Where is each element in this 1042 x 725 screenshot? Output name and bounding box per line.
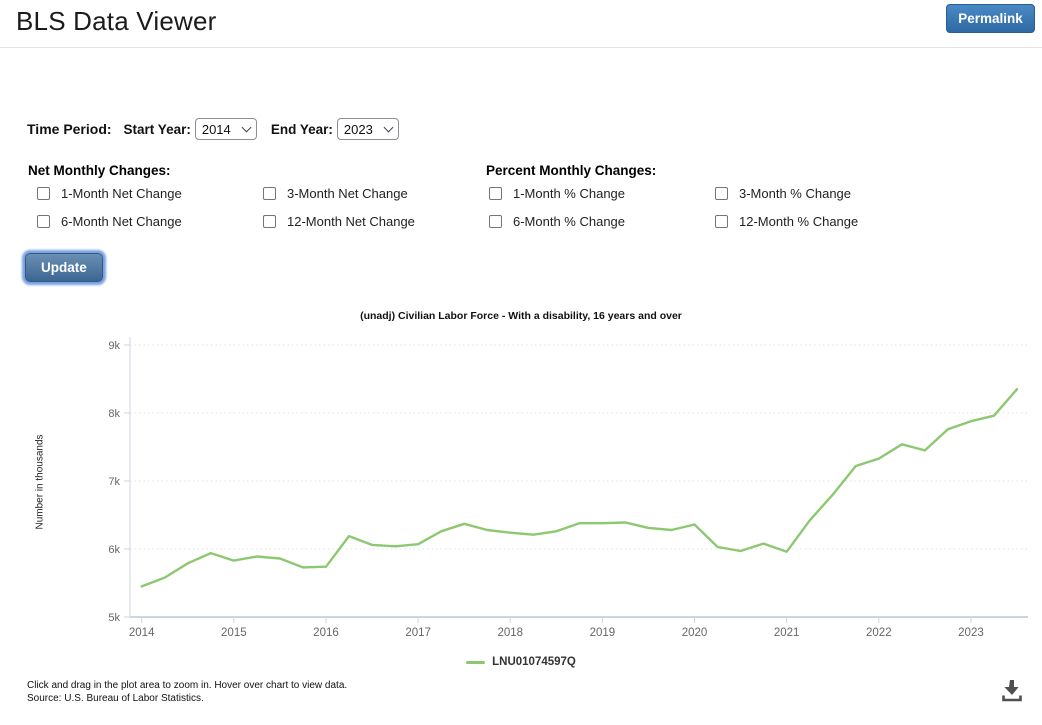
header-divider (0, 47, 1042, 48)
checkbox-label-6-month-change: 6-Month % Change (513, 214, 626, 229)
checkbox-1-month-net-change[interactable] (37, 187, 50, 200)
checkbox-item-6-month-change[interactable]: 6-Month % Change (489, 214, 715, 229)
x-tick-label: 2016 (313, 627, 339, 639)
checkbox-item-3-month-net-change[interactable]: 3-Month Net Change (263, 186, 489, 201)
start-year-label: Start Year: (123, 121, 191, 137)
download-icon[interactable] (999, 677, 1025, 703)
checkbox-label-6-month-net-change: 6-Month Net Change (61, 214, 182, 229)
y-tick-label: 9k (108, 340, 120, 352)
end-year-value: 2023 (343, 121, 373, 137)
checkbox-item-1-month-net-change[interactable]: 1-Month Net Change (37, 186, 263, 201)
checkbox-3-month-change[interactable] (715, 187, 728, 200)
net-monthly-changes-label: Net Monthly Changes: (28, 163, 171, 178)
checkbox-1-month-change[interactable] (489, 187, 502, 200)
checkbox-label-3-month-net-change: 3-Month Net Change (287, 186, 408, 201)
x-tick-label: 2022 (866, 627, 892, 639)
y-tick-label: 5k (108, 612, 120, 624)
x-tick-label: 2019 (590, 627, 616, 639)
time-period-label: Time Period: (27, 121, 112, 137)
x-tick-label: 2023 (958, 627, 984, 639)
percent-changes-checkbox-group: 1-Month % Change 3-Month % Change 6-Month … (489, 186, 941, 229)
start-year-select[interactable]: 2014 (194, 118, 257, 140)
percent-monthly-changes-label: Percent Monthly Changes: (486, 163, 657, 178)
update-button[interactable]: Update (25, 253, 103, 282)
x-tick-label: 2018 (497, 627, 523, 639)
checkbox-label-12-month-net-change: 12-Month Net Change (287, 214, 415, 229)
checkbox-item-1-month-change[interactable]: 1-Month % Change (489, 186, 715, 201)
end-year-label: End Year: (270, 121, 333, 137)
checkbox-label-1-month-change: 1-Month % Change (513, 186, 626, 201)
checkbox-6-month-net-change[interactable] (37, 215, 50, 228)
checkbox-label-12-month-change: 12-Month % Change (739, 214, 859, 229)
y-tick-label: 6k (108, 544, 120, 556)
checkbox-item-3-month-change[interactable]: 3-Month % Change (715, 186, 941, 201)
chart-hint-text: Click and drag in the plot area to zoom … (27, 680, 348, 691)
y-tick-label: 8k (108, 408, 120, 420)
x-tick-label: 2021 (774, 627, 800, 639)
chart-legend[interactable]: LNU01074597Q (0, 656, 1042, 668)
permalink-button[interactable]: Permalink (946, 4, 1035, 33)
x-tick-label: 2020 (682, 627, 708, 639)
y-tick-label: 7k (108, 476, 120, 488)
series-line (140, 388, 1019, 588)
legend-series-label: LNU01074597Q (492, 656, 576, 668)
source-text: Source: U.S. Bureau of Labor Statistics. (27, 693, 204, 704)
time-period-row: Time Period: Start Year: 2014 End Year: … (27, 117, 413, 141)
checkbox-12-month-net-change[interactable] (263, 215, 276, 228)
line-chart-plot-area[interactable]: 5k 6k 7k 8k 9k 2014 2015 2016 2017 2018 2019 2020 20… (0, 330, 1042, 642)
checkbox-label-1-month-net-change: 1-Month Net Change (61, 186, 182, 201)
x-tick-label: 2014 (129, 627, 155, 639)
end-year-select[interactable]: 2023 (336, 118, 399, 140)
x-tick-label: 2017 (405, 627, 431, 639)
checkbox-12-month-change[interactable] (715, 215, 728, 228)
checkbox-3-month-net-change[interactable] (263, 187, 276, 200)
net-changes-checkbox-group: 1-Month Net Change 3-Month Net Change 6-Mo… (37, 186, 489, 229)
checkbox-6-month-change[interactable] (489, 215, 502, 228)
checkbox-label-3-month-change: 3-Month % Change (739, 186, 852, 201)
page-title: BLS Data Viewer (16, 6, 217, 36)
x-tick-label: 2015 (221, 627, 247, 639)
chevron-down-icon (241, 122, 252, 133)
chevron-down-icon (383, 122, 394, 133)
start-year-value: 2014 (201, 121, 231, 137)
checkbox-item-6-month-net-change[interactable]: 6-Month Net Change (37, 214, 263, 229)
checkbox-item-12-month-net-change[interactable]: 12-Month Net Change (263, 214, 489, 229)
legend-line-swatch (466, 660, 486, 664)
chart-title: (unadj) Civilian Labor Force - With a di… (360, 310, 682, 322)
checkbox-item-12-month-change[interactable]: 12-Month % Change (715, 214, 941, 229)
